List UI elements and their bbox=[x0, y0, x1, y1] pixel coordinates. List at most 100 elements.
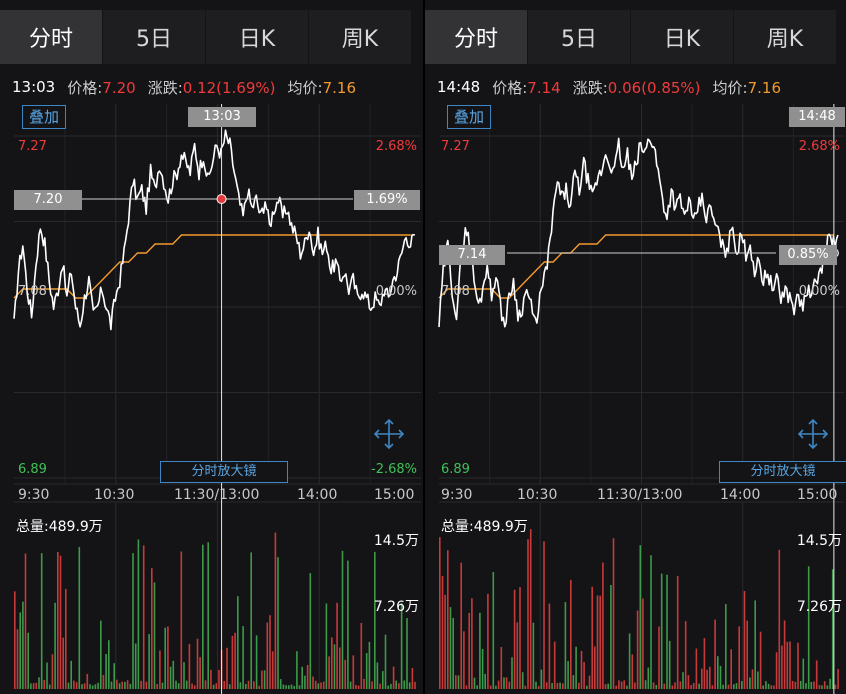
volume-bar bbox=[175, 680, 177, 689]
volume-bar bbox=[339, 647, 341, 689]
tab-weekly-k[interactable]: 周K bbox=[734, 10, 836, 64]
tab-intraday[interactable]: 分时 bbox=[425, 10, 527, 64]
volume-bar bbox=[140, 680, 142, 689]
volume-bar bbox=[27, 632, 29, 689]
volume-bar bbox=[775, 652, 778, 689]
time-axis-label: 14:00 bbox=[297, 487, 338, 503]
volume-bar bbox=[698, 683, 700, 689]
volume-bar bbox=[16, 629, 19, 689]
volume-bar bbox=[309, 573, 312, 689]
intraday-chart[interactable] bbox=[425, 104, 846, 694]
volume-bar bbox=[543, 541, 545, 689]
zoom-magnifier-button[interactable]: 分时放大镜 bbox=[719, 461, 846, 483]
volume-bar bbox=[73, 680, 75, 689]
volume-bar bbox=[791, 680, 794, 689]
time-axis-label: 15:00 bbox=[797, 487, 838, 503]
volume-bar bbox=[247, 680, 250, 689]
overlay-button[interactable]: 叠加 bbox=[22, 105, 67, 129]
volume-bar bbox=[668, 640, 671, 689]
volume-bar bbox=[602, 562, 604, 689]
volume-bar bbox=[395, 680, 397, 689]
volume-bar bbox=[194, 685, 196, 689]
overlay-button[interactable]: 叠加 bbox=[447, 105, 492, 129]
volume-bar bbox=[100, 620, 102, 689]
volume-bar bbox=[562, 683, 564, 689]
tab-intraday[interactable]: 分时 bbox=[0, 10, 102, 64]
volume-bar bbox=[271, 651, 274, 689]
price-line bbox=[438, 137, 839, 328]
volume-bar bbox=[46, 662, 48, 689]
volume-bar bbox=[191, 683, 193, 689]
volume-bar bbox=[529, 529, 532, 689]
zoom-magnifier-button[interactable]: 分时放大镜 bbox=[160, 461, 288, 483]
volume-bar bbox=[242, 626, 244, 689]
tab-5day[interactable]: 5日 bbox=[528, 10, 630, 64]
volume-bar bbox=[655, 685, 658, 689]
volume-bar bbox=[644, 680, 647, 689]
volume-bar bbox=[314, 680, 317, 689]
tab-5day[interactable]: 5日 bbox=[103, 10, 205, 64]
tab-daily-k[interactable]: 日K bbox=[631, 10, 733, 64]
volume-bar bbox=[126, 680, 129, 689]
volume-bar bbox=[575, 646, 577, 689]
pct-high-label: 2.68% bbox=[375, 139, 417, 154]
volume-bar bbox=[807, 566, 810, 689]
volume-max-label: 14.5万 bbox=[373, 533, 419, 549]
volume-bar bbox=[228, 684, 231, 689]
volume-bar bbox=[537, 686, 540, 689]
volume-bar bbox=[604, 684, 607, 689]
volume-bar bbox=[527, 539, 529, 689]
pct-low-label: -2.68% bbox=[371, 462, 417, 477]
volume-bar bbox=[296, 651, 298, 689]
change-item: 涨跌:0.06(0.85%) bbox=[573, 77, 701, 98]
volume-bar bbox=[253, 681, 255, 689]
volume-bar bbox=[406, 618, 408, 689]
volume-bar bbox=[59, 555, 62, 689]
volume-bar bbox=[94, 684, 97, 689]
volume-bar bbox=[703, 638, 706, 689]
volume-bar bbox=[202, 544, 204, 689]
volume-bar bbox=[746, 620, 748, 689]
volume-bar bbox=[762, 685, 764, 689]
volume-bar bbox=[647, 667, 650, 689]
period-tabs: 分时 5日 日K 周K bbox=[0, 10, 423, 64]
intraday-chart[interactable] bbox=[0, 104, 423, 694]
volume-bar bbox=[580, 650, 583, 689]
volume-bar bbox=[540, 669, 543, 689]
price-item: 价格:7.20 bbox=[67, 77, 135, 98]
volume-bar bbox=[676, 576, 679, 689]
volume-bar bbox=[642, 598, 644, 689]
volume-bar bbox=[553, 641, 556, 689]
volume-bar bbox=[468, 612, 470, 689]
volume-bar bbox=[733, 684, 735, 689]
tab-weekly-k[interactable]: 周K bbox=[309, 10, 411, 64]
crosshair-pct-tag: 1.69% bbox=[354, 190, 420, 210]
volume-bar bbox=[473, 677, 476, 689]
volume-bar bbox=[449, 607, 452, 689]
volume-bar bbox=[97, 682, 99, 689]
tab-daily-k[interactable]: 日K bbox=[206, 10, 308, 64]
average-price-line bbox=[438, 234, 834, 299]
volume-bar bbox=[447, 550, 449, 689]
volume-bar bbox=[620, 681, 623, 689]
volume-bar bbox=[511, 657, 513, 689]
move-arrows-icon[interactable] bbox=[795, 416, 831, 452]
volume-bar bbox=[765, 681, 767, 689]
volume-bar bbox=[489, 685, 492, 689]
volume-bar bbox=[612, 538, 615, 689]
volume-bar bbox=[183, 662, 185, 689]
volume-bar bbox=[360, 623, 363, 689]
crosshair-time-tag: 13:03 bbox=[188, 107, 256, 127]
volume-bar bbox=[19, 612, 21, 689]
volume-bar bbox=[382, 671, 384, 689]
volume-bar bbox=[545, 682, 548, 689]
volume-bar bbox=[180, 551, 183, 689]
volume-bar bbox=[471, 598, 473, 689]
volume-bar bbox=[628, 633, 631, 689]
volume-bar bbox=[551, 683, 553, 689]
volume-bar bbox=[363, 678, 365, 689]
volume-bar bbox=[134, 643, 137, 689]
volume-bar bbox=[387, 685, 389, 689]
move-arrows-icon[interactable] bbox=[371, 416, 407, 452]
volume-bar bbox=[813, 681, 815, 689]
